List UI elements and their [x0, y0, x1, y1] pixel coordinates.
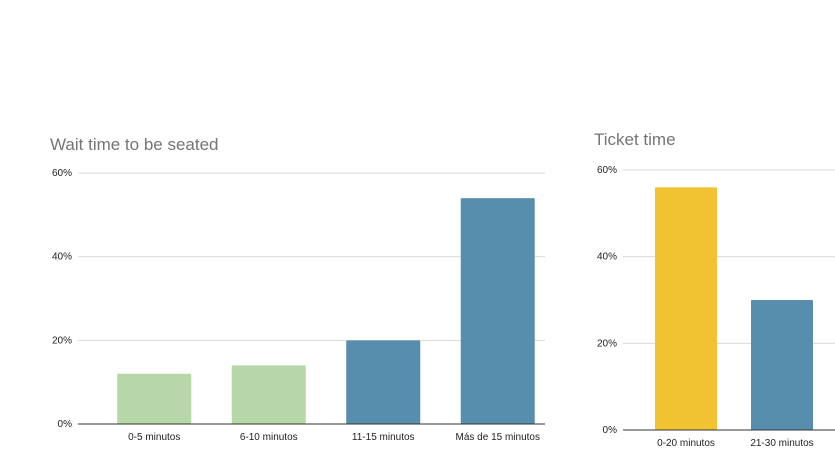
- y-tick-label: 60%: [597, 165, 617, 176]
- y-tick-label: 20%: [52, 335, 72, 346]
- chart-title: Wait time to be seated: [50, 135, 219, 154]
- bar: [655, 187, 717, 430]
- bars: [78, 198, 545, 425]
- x-category-label: 21-30 minutos: [750, 438, 813, 449]
- y-tick-label: 0%: [58, 419, 73, 430]
- x-category-labels: 0-5 minutos 6-10 minutos 11-15 minutos Más …: [128, 432, 540, 443]
- y-tick-label: 0%: [603, 425, 618, 436]
- y-tick-label: 20%: [597, 338, 617, 349]
- bar: [117, 373, 192, 424]
- bar: [346, 340, 421, 424]
- chart-wait-time: Wait time to be seated 0% 20% 40% 60% 0-5 m…: [50, 135, 545, 443]
- x-category-label: 11-15 minutos: [352, 432, 415, 443]
- y-tick-labels: 0% 20% 40% 60%: [597, 165, 617, 436]
- x-category-labels: 0-20 minutos 21-30 minutos: [657, 438, 814, 449]
- x-category-label: Más de 15 minutos: [456, 432, 541, 443]
- x-category-label: 0-20 minutos: [657, 438, 715, 449]
- y-tick-labels: 0% 20% 40% 60%: [52, 168, 72, 430]
- y-tick-label: 60%: [52, 168, 72, 179]
- bars: [623, 187, 835, 431]
- y-tick-label: 40%: [597, 252, 617, 263]
- bar: [460, 198, 535, 424]
- bar: [751, 300, 813, 430]
- chart-title: Ticket time: [594, 130, 676, 149]
- x-category-label: 6-10 minutos: [240, 432, 298, 443]
- bar: [231, 365, 306, 424]
- x-category-label: 0-5 minutos: [128, 432, 180, 443]
- chart-ticket-time: Ticket time 0% 20% 40% 60% 0-20 minutos 21-3…: [594, 130, 835, 449]
- y-tick-label: 40%: [52, 252, 72, 263]
